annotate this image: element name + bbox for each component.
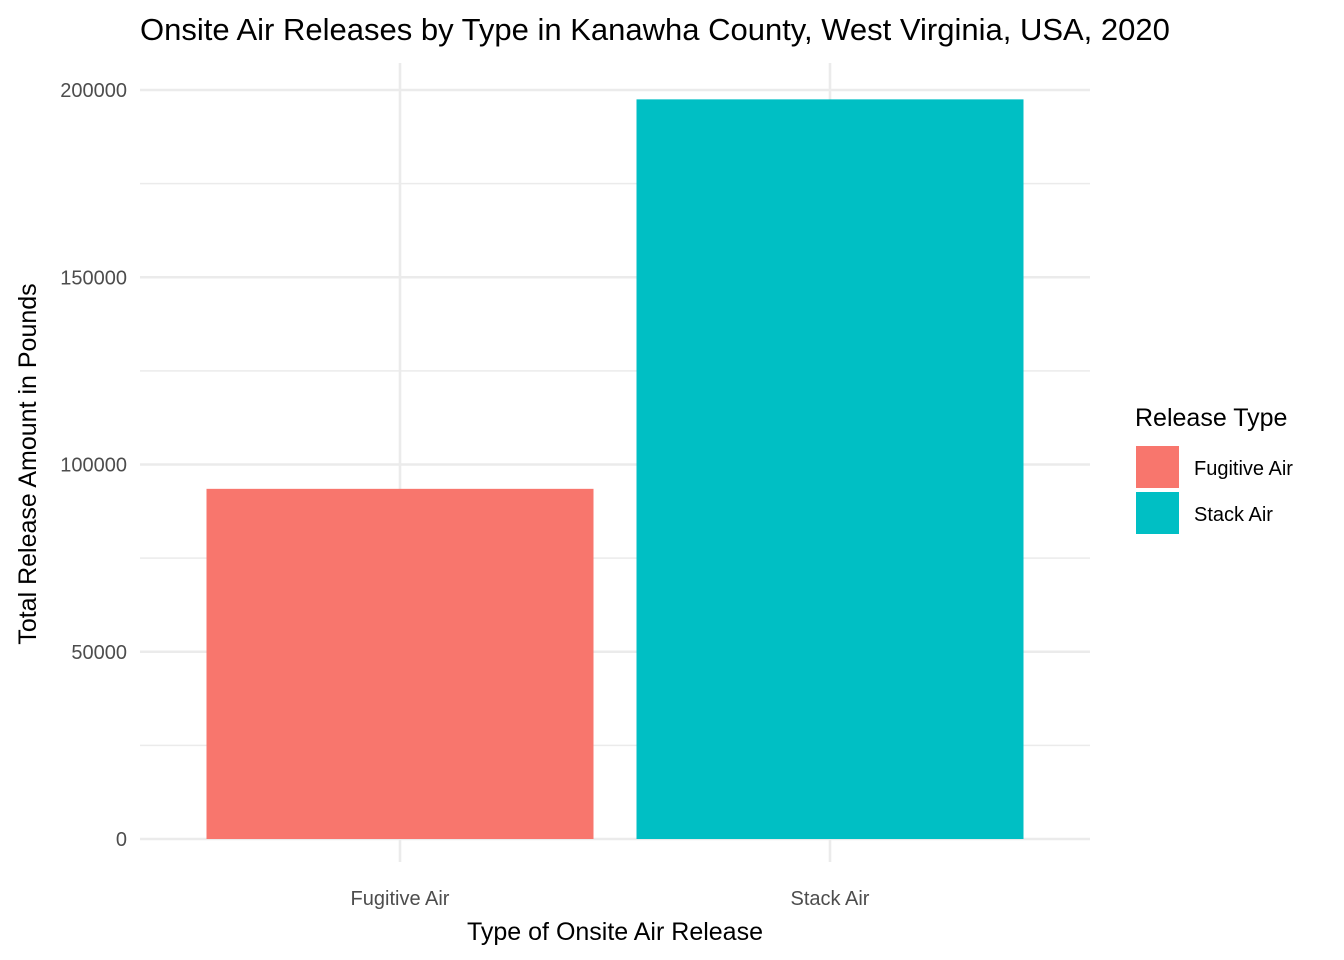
legend-label: Stack Air (1194, 504, 1273, 526)
legend-swatch (1136, 446, 1179, 488)
legend-swatch (1136, 492, 1179, 534)
bar (636, 99, 1024, 840)
bars (206, 99, 1024, 840)
bar (206, 488, 594, 839)
x-tick-label: Stack Air (791, 888, 870, 910)
legend-title: Release Type (1135, 404, 1287, 432)
y-tick-label: 100000 (60, 455, 127, 477)
y-tick-label: 200000 (60, 80, 127, 102)
legend: Release Type Fugitive Air Stack Air (1135, 404, 1293, 534)
y-tick-label: 50000 (71, 642, 127, 664)
x-axis-ticks: Fugitive Air Stack Air (351, 888, 870, 910)
x-tick-label: Fugitive Air (351, 888, 450, 910)
y-tick-label: 0 (116, 829, 127, 851)
y-tick-label: 150000 (60, 267, 127, 289)
chart-title: Onsite Air Releases by Type in Kanawha C… (140, 12, 1170, 47)
y-axis-ticks: 0 50000 100000 150000 200000 (60, 80, 127, 851)
x-axis-title: Type of Onsite Air Release (467, 918, 763, 946)
legend-label: Fugitive Air (1194, 458, 1293, 480)
y-axis-title: Total Release Amount in Pounds (14, 283, 42, 644)
